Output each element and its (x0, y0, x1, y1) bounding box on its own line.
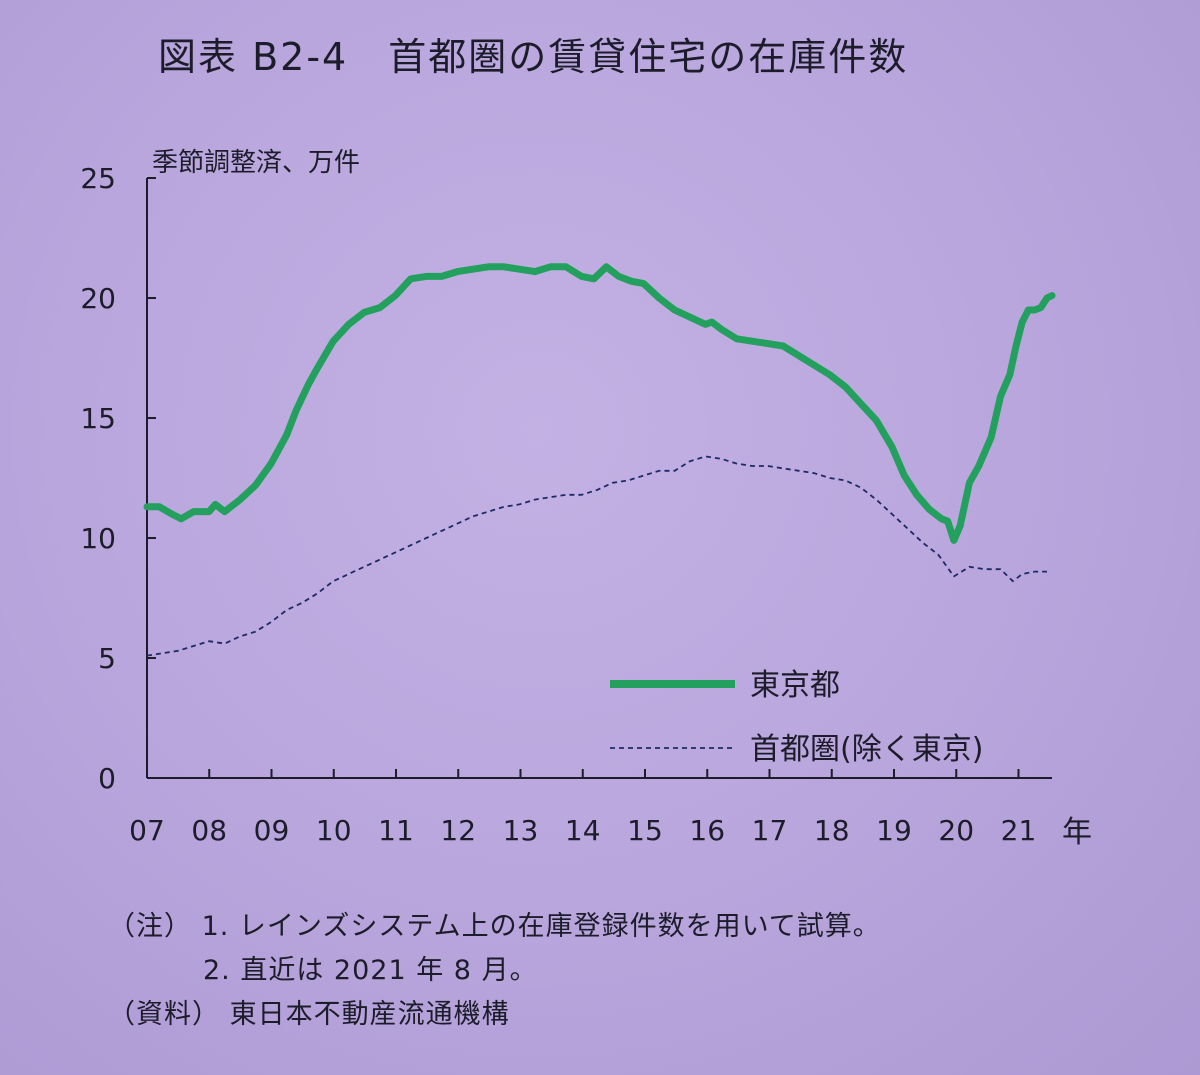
x-tick-label: 08 (191, 814, 227, 847)
x-tick-label: 21 (1001, 814, 1037, 847)
source-text: 東日本不動産流通機構 (229, 999, 510, 1030)
legend-item-metro-excl-tokyo-label: 首都圏(除く東京) (750, 732, 983, 767)
x-tick-label: 07 (129, 814, 165, 847)
source-row: （資料） 東日本不動産流通機構 (108, 993, 881, 1037)
x-axis-unit-label: 年 (1062, 815, 1092, 850)
y-tick-label: 10 (80, 522, 116, 555)
legend-item-tokyo-label: 東京都 (750, 668, 840, 703)
x-tick-label: 12 (440, 814, 476, 847)
figure-number: 図表 B2-4 (158, 35, 349, 79)
x-tick-label: 11 (378, 814, 414, 847)
x-tick-label: 09 (254, 814, 290, 847)
figure-title: 首都圏の賃貸住宅の在庫件数 (388, 35, 909, 79)
series-line-tokyo (143, 263, 1056, 544)
y-tick-label: 20 (80, 282, 116, 315)
y-tick-label: 25 (80, 162, 116, 195)
footnotes: （注） 1. レインズシステム上の在庫登録件数を用いて試算。 2. 直近は 20… (108, 905, 881, 1037)
x-tick-label: 19 (876, 814, 912, 847)
x-tick-label: 13 (503, 814, 539, 847)
y-tick-label: 0 (98, 762, 116, 795)
y-tick-label: 5 (98, 642, 116, 675)
note-1: 1. レインズシステム上の在庫登録件数を用いて試算。 (201, 911, 881, 942)
series-line-metro-excl-tokyo (146, 455, 1047, 657)
x-tick-label: 18 (814, 814, 850, 847)
x-tick-label: 10 (316, 814, 352, 847)
x-tick-label: 15 (627, 814, 663, 847)
note-row-1: （注） 1. レインズシステム上の在庫登録件数を用いて試算。 (108, 905, 881, 949)
x-tick-label: 14 (565, 814, 601, 847)
source-label: （資料） (108, 999, 220, 1030)
x-tick-label: 20 (938, 814, 974, 847)
note-2: 2. 直近は 2021 年 8 月。 (203, 955, 538, 986)
note-label: （注） (108, 911, 192, 942)
note-row-2: 2. 直近は 2021 年 8 月。 (108, 949, 881, 993)
x-tick-label: 16 (689, 814, 725, 847)
y-tick-label: 15 (80, 402, 116, 435)
chart-title: 図表 B2-4 首都圏の賃貸住宅の在庫件数 (150, 26, 908, 81)
y-axis-unit-label: 季節調整済、万件 (152, 148, 361, 178)
x-tick-label: 17 (752, 814, 788, 847)
